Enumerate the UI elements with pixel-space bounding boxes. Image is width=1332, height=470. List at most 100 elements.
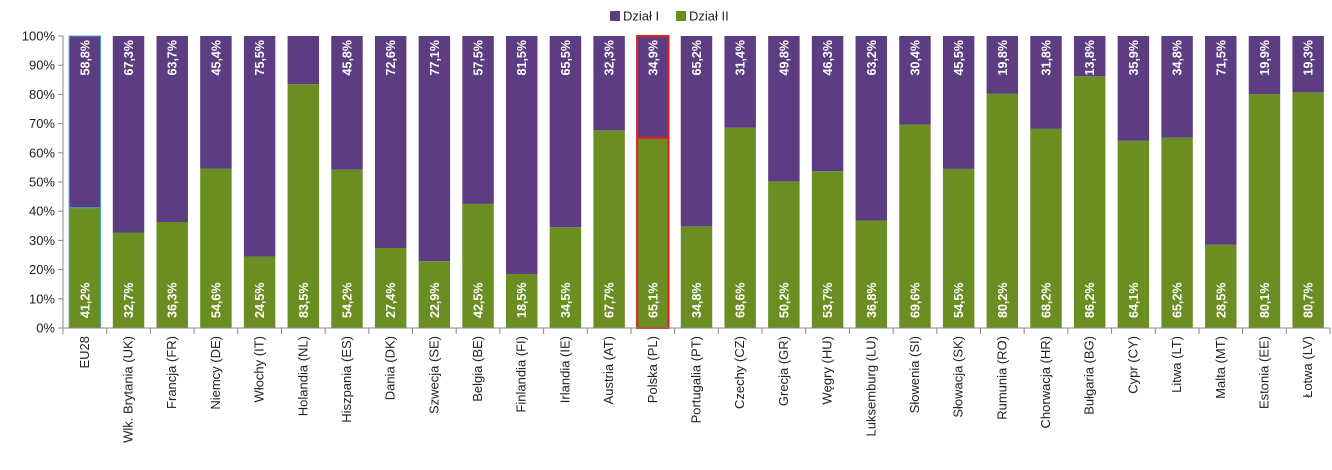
bar-segment-dzial-i [462, 36, 494, 204]
category-label-otwa-lv: Łotwa (LV) [1300, 336, 1315, 398]
bar-group-luksemburg-lu: 36,8% 63,2% [855, 36, 887, 328]
category-label-wlk-brytania-uk: Wlk. Brytania (UK) [121, 336, 136, 443]
data-label-dzial-ii: 42,5% [472, 283, 486, 318]
data-label-dzial-i: 71,5% [1214, 40, 1228, 75]
data-label-dzial-i: 77,1% [428, 40, 442, 75]
data-label-dzial-i: 63,2% [865, 40, 879, 75]
bar-group-holandia-nl: 83,5% [287, 36, 320, 329]
bar-group-portugalia-pt: 34,8% 65,2% [680, 36, 713, 328]
category-label-eu28: EU28 [77, 336, 92, 369]
bar-group-estonia-ee: 80,1% 19,9% [1248, 36, 1281, 328]
bar-group-belgia-be: 42,5% 57,5% [462, 36, 494, 328]
category-label-finlandia-fi: Finlandia (FI) [514, 336, 529, 413]
bar-segment-dzial-ii [331, 169, 363, 328]
data-label-dzial-ii: 80,1% [1258, 283, 1272, 318]
y-tick-label: 50% [29, 175, 55, 190]
category-label-austria-at: Austria (AT) [601, 336, 616, 404]
bar-segment-dzial-i [768, 36, 800, 182]
category-label-bu-garia-bg: Bułgaria (BG) [1082, 336, 1097, 415]
data-label-dzial-ii: 80,2% [996, 283, 1010, 318]
bar-segment-dzial-i [942, 36, 975, 169]
bar-segment-dzial-ii [899, 124, 931, 328]
x-axis: EU28 Wlk. Brytania (UK) Francja (FR) Niemcy… [62, 327, 1331, 443]
bar-group-francja-fr: 36,3% 63,7% [156, 36, 188, 328]
bar-segment-dzial-ii [680, 226, 713, 328]
category-label-szwecja-se: Szwecja (SE) [426, 336, 441, 414]
bar-segment-dzial-i [1161, 36, 1193, 138]
bar-segment-dzial-ii [200, 168, 232, 328]
data-label-dzial-i: 31,8% [1040, 40, 1054, 75]
category-label-holandia-nl: Holandia (NL) [295, 336, 310, 416]
bar-segment-dzial-i [112, 36, 145, 233]
data-label-dzial-ii: 54,5% [952, 283, 966, 318]
y-tick-label: 0% [36, 321, 55, 336]
bar-segment-dzial-ii [243, 256, 276, 328]
data-label-dzial-ii: 27,4% [384, 283, 398, 318]
data-label-dzial-ii: 69,6% [908, 283, 922, 318]
bar-segment-dzial-i [1205, 36, 1237, 245]
category-label-grecja-gr: Grecja (GR) [776, 336, 791, 406]
bar-segment-dzial-i [1292, 36, 1324, 93]
bar-group-eu28: 41,2% 58,8% [68, 35, 102, 329]
bar-segment-dzial-i [724, 36, 756, 128]
category-label-polska-pl: Polska (PL) [645, 336, 660, 403]
category-label-hiszpania-es: Hiszpania (ES) [339, 336, 354, 423]
bar-segment-dzial-i [243, 36, 276, 257]
data-label-dzial-ii: 83,5% [297, 283, 311, 318]
bar-segment-dzial-ii [637, 137, 669, 328]
bar-segment-dzial-i [374, 36, 407, 248]
bar-segment-dzial-ii [1292, 92, 1324, 328]
category-label-litwa-lt: Litwa (LT) [1169, 336, 1184, 393]
bar-segment-dzial-ii [506, 273, 538, 328]
bar-segment-dzial-i [69, 36, 101, 208]
bar-segment-dzial-ii [418, 261, 451, 328]
bar-segment-dzial-i [1248, 36, 1281, 95]
data-label-dzial-i: 75,5% [253, 40, 267, 75]
bar-group-finlandia-fi: 18,5% 81,5% [506, 36, 538, 328]
data-label-dzial-i: 67,3% [122, 40, 136, 75]
category-label-s-owenia-si: Słowenia (SI) [907, 336, 922, 413]
legend-swatch-dzia-ii [676, 11, 686, 21]
data-label-dzial-i: 81,5% [515, 40, 529, 75]
y-tick-label: 40% [29, 204, 55, 219]
data-label-dzial-ii: 53,7% [821, 283, 835, 318]
bar-group-otwa-lv: 80,7% 19,3% [1292, 36, 1324, 328]
data-label-dzial-ii: 32,7% [122, 283, 136, 318]
data-label-dzial-ii: 80,7% [1302, 283, 1316, 318]
category-label-dania-dk: Dania (DK) [383, 336, 398, 400]
category-label-niemcy-de: Niemcy (DE) [208, 336, 223, 410]
bar-segment-dzial-i [200, 36, 232, 169]
category-label-malta-mt: Malta (MT) [1213, 336, 1228, 399]
data-label-dzial-ii: 34,5% [559, 283, 573, 318]
data-label-dzial-ii: 65,2% [1171, 283, 1185, 318]
data-label-dzial-i: 31,4% [734, 40, 748, 75]
data-label-dzial-ii: 24,5% [253, 283, 267, 318]
bar-segment-dzial-ii [942, 168, 975, 328]
data-label-dzial-ii: 86,2% [1083, 283, 1097, 318]
category-label-estonia-ee: Estonia (EE) [1256, 336, 1271, 409]
category-label-francja-fr: Francja (FR) [164, 336, 179, 409]
bar-segment-dzial-i [593, 36, 625, 131]
bar-segment-dzial-i [418, 36, 451, 262]
bar-group-litwa-lt: 65,2% 34,8% [1161, 36, 1193, 328]
bar-segment-dzial-ii [69, 207, 101, 328]
data-label-dzial-ii: 36,8% [865, 283, 879, 318]
bar-segment-dzial-ii [462, 203, 494, 328]
bar-segment-dzial-ii [112, 232, 145, 328]
bar-group-irlandia-ie: 34,5% 65,5% [549, 36, 582, 328]
data-label-dzial-ii: 34,8% [690, 283, 704, 318]
data-label-dzial-i: 19,8% [996, 40, 1010, 75]
bar-group-cypr-cy: 64,1% 35,9% [1117, 36, 1150, 328]
bar-segment-dzial-i [680, 36, 713, 227]
bar-segment-dzial-ii [986, 93, 1019, 328]
bar-group-chorwacja-hr: 68,2% 31,8% [1030, 36, 1062, 328]
data-label-dzial-i: 32,3% [603, 40, 617, 75]
bar-segment-dzial-ii [768, 181, 800, 328]
data-label-dzial-ii: 50,2% [777, 283, 791, 318]
bar-segment-dzial-i [637, 36, 669, 138]
y-tick-label: 70% [29, 116, 55, 131]
bar-segment-dzial-ii [374, 247, 407, 328]
bar-segment-dzial-ii [593, 130, 625, 328]
bar-group-hiszpania-es: 54,2% 45,8% [331, 36, 363, 328]
